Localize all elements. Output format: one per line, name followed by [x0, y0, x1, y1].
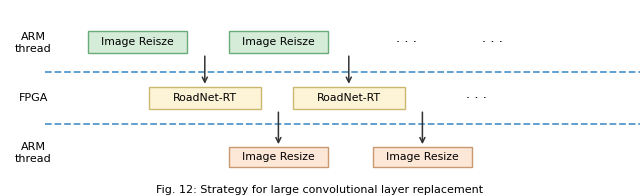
- FancyBboxPatch shape: [293, 87, 405, 109]
- Text: Image Resize: Image Resize: [242, 152, 315, 162]
- Text: · · ·: · · ·: [483, 36, 503, 49]
- FancyBboxPatch shape: [372, 147, 472, 167]
- FancyBboxPatch shape: [229, 147, 328, 167]
- Text: ARM
thread: ARM thread: [15, 142, 52, 164]
- Text: · · ·: · · ·: [467, 92, 487, 104]
- FancyBboxPatch shape: [149, 87, 261, 109]
- Text: RoadNet-RT: RoadNet-RT: [173, 93, 237, 103]
- Text: Image Reisze: Image Reisze: [101, 37, 174, 47]
- Text: Fig. 12: Strategy for large convolutional layer replacement: Fig. 12: Strategy for large convolutiona…: [156, 185, 484, 195]
- Text: ARM
thread: ARM thread: [15, 32, 52, 54]
- Text: FPGA: FPGA: [19, 93, 48, 103]
- FancyBboxPatch shape: [88, 31, 187, 54]
- Text: Image Reisze: Image Reisze: [242, 37, 315, 47]
- Text: RoadNet-RT: RoadNet-RT: [317, 93, 381, 103]
- FancyBboxPatch shape: [229, 31, 328, 54]
- Text: Image Resize: Image Resize: [386, 152, 459, 162]
- Text: · · ·: · · ·: [396, 36, 417, 49]
